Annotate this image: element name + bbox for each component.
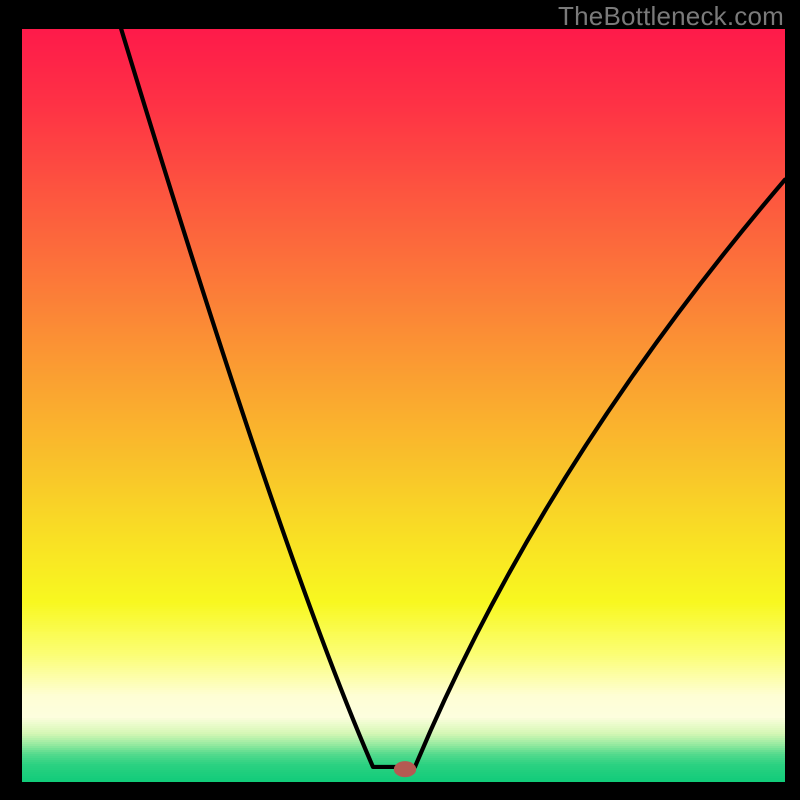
watermark-text: TheBottleneck.com <box>558 1 784 32</box>
bottleneck-curve <box>121 29 785 767</box>
optimal-point-marker <box>394 762 415 777</box>
